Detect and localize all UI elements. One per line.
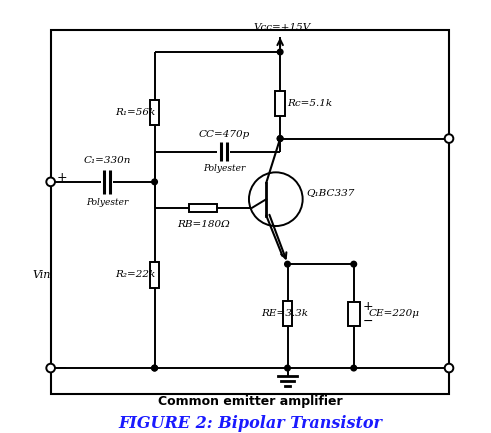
Circle shape	[152, 365, 158, 371]
Circle shape	[46, 178, 55, 186]
Bar	[150, 262, 160, 288]
Text: Vcc=+15V: Vcc=+15V	[254, 23, 311, 32]
Text: CC=470p: CC=470p	[198, 130, 249, 139]
Circle shape	[249, 172, 302, 226]
Text: +: +	[57, 171, 67, 184]
Text: R₂=22k: R₂=22k	[115, 271, 156, 279]
Bar	[150, 100, 160, 125]
Text: Q₁BC337: Q₁BC337	[306, 188, 355, 197]
Text: C₁=330n: C₁=330n	[83, 156, 131, 165]
Circle shape	[277, 136, 283, 141]
Circle shape	[152, 179, 158, 184]
Bar	[348, 302, 360, 326]
Circle shape	[285, 365, 290, 371]
Bar	[283, 301, 292, 326]
Text: Rc=5.1k: Rc=5.1k	[287, 100, 332, 108]
Circle shape	[445, 364, 453, 372]
Bar	[51, 30, 449, 394]
Text: Polyester: Polyester	[203, 164, 245, 173]
Text: −: −	[57, 362, 67, 375]
Text: FIGURE 2: Bipolar Transistor: FIGURE 2: Bipolar Transistor	[118, 415, 382, 432]
Text: R₁=56k: R₁=56k	[115, 108, 156, 117]
Text: Common emitter amplifier: Common emitter amplifier	[158, 395, 342, 408]
Circle shape	[277, 49, 283, 55]
Bar	[189, 204, 218, 212]
Text: RB=180Ω: RB=180Ω	[177, 220, 230, 229]
Circle shape	[351, 365, 356, 371]
Circle shape	[277, 136, 283, 141]
Circle shape	[46, 364, 55, 372]
Text: RE=3.3k: RE=3.3k	[262, 310, 308, 318]
Circle shape	[152, 365, 158, 371]
Text: −: −	[362, 315, 373, 328]
Text: CE=220μ: CE=220μ	[369, 310, 420, 318]
Text: Polyester: Polyester	[86, 198, 128, 207]
Circle shape	[285, 261, 290, 267]
Bar	[275, 91, 285, 116]
Text: Vin: Vin	[32, 270, 51, 280]
Text: +: +	[362, 300, 373, 313]
Circle shape	[351, 261, 356, 267]
Circle shape	[445, 134, 453, 143]
